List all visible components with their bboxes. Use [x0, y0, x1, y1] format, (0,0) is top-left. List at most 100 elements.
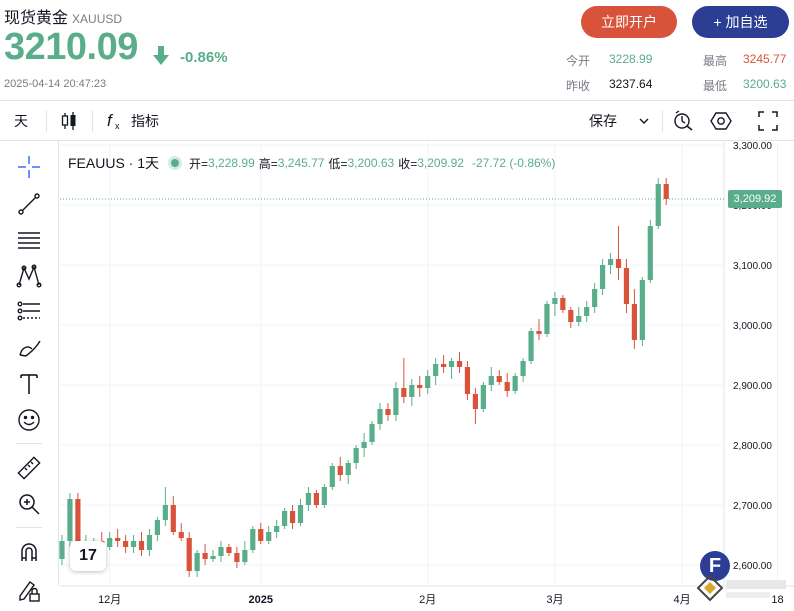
horizontal-lines-icon[interactable]	[14, 225, 44, 255]
legend-low-label: 低=	[328, 156, 348, 171]
candle-body	[504, 382, 510, 391]
ruler-icon[interactable]	[14, 453, 44, 483]
toolbar-separator	[662, 110, 663, 132]
legend-open: 3,228.99	[208, 156, 255, 170]
candle-body	[321, 487, 327, 505]
svg-text:x: x	[115, 121, 120, 131]
candle-body	[313, 493, 319, 505]
candle-body	[146, 535, 153, 550]
legend-symbol: FEAUUS · 1天	[68, 155, 160, 171]
alert-icon[interactable]	[672, 108, 694, 134]
legend-close: 3,209.92	[417, 156, 464, 170]
svg-text:f: f	[107, 111, 114, 130]
low-value: 3200.63	[743, 77, 787, 91]
tools-divider	[58, 141, 59, 586]
candle-body	[234, 553, 240, 562]
lock-pencil-icon[interactable]	[14, 576, 44, 606]
high-label: 最高	[703, 54, 728, 68]
candle-body	[512, 376, 518, 391]
candle-body	[417, 385, 423, 388]
tradingview-logo[interactable]: 17	[70, 541, 106, 571]
trendline-icon[interactable]	[14, 189, 44, 219]
candle-body	[401, 388, 407, 397]
chart-legend: FEAUUS · 1天 开= 3,228.99 高= 3,245.77 低= 3,20…	[68, 153, 559, 173]
candle-body	[59, 541, 65, 559]
candle-body	[560, 298, 566, 310]
candle-body	[67, 499, 73, 541]
candle-body	[425, 376, 431, 388]
x-axis: 12月 2025 2月 3月 4月 18	[98, 594, 784, 606]
prev-close-label: 昨收	[566, 79, 591, 93]
candle-body	[345, 463, 351, 475]
candle-body	[377, 409, 383, 424]
candle-body	[162, 505, 168, 520]
interval-button[interactable]: 天	[14, 113, 28, 129]
prev-close-value: 3237.64	[609, 77, 653, 91]
y-tick-label: 2,900.00	[733, 381, 772, 392]
add-watchlist-button[interactable]: + 加自选	[692, 6, 789, 38]
pattern-icon[interactable]	[14, 261, 44, 291]
chevron-down-icon[interactable]	[637, 108, 651, 134]
y-tick-label: 3,300.00	[733, 141, 772, 152]
f-badge-icon[interactable]: F	[700, 551, 730, 581]
market-status-dot	[171, 159, 180, 167]
x-tick-label: 2月	[419, 594, 436, 606]
candle-body	[639, 280, 645, 340]
candle-body	[464, 367, 471, 394]
fullscreen-icon[interactable]	[757, 108, 779, 134]
high-value: 3245.77	[743, 52, 787, 66]
legend-change: -27.72 (-0.86%)	[471, 156, 556, 170]
candle-body	[218, 547, 224, 556]
candle-body	[480, 385, 486, 409]
candle-body	[186, 538, 192, 571]
candle-body	[250, 529, 256, 550]
candle-body	[623, 268, 630, 304]
header-divider	[0, 100, 794, 101]
crosshair-icon[interactable]	[14, 152, 44, 182]
candle-body	[472, 394, 478, 409]
candle-body	[194, 553, 200, 571]
change-percent: -0.86%	[180, 49, 228, 66]
candle-body	[592, 289, 598, 307]
candle-body	[655, 184, 661, 226]
settings-icon[interactable]	[710, 108, 732, 134]
candle-body	[520, 361, 526, 376]
candle-body	[178, 532, 184, 538]
legend-high-label: 高=	[258, 156, 278, 171]
candle-body	[353, 448, 359, 463]
y-tick-label: 2,700.00	[733, 501, 772, 512]
candle-body	[282, 511, 288, 526]
candle-body	[615, 259, 622, 268]
emoji-icon[interactable]	[14, 405, 44, 435]
down-arrow-icon	[153, 46, 169, 65]
tools-separator	[16, 443, 42, 444]
open-account-button[interactable]: 立即开户	[581, 6, 677, 38]
magnet-icon[interactable]	[14, 537, 44, 567]
candle-body	[210, 556, 216, 559]
candle-body	[631, 304, 637, 340]
zoom-icon[interactable]	[14, 489, 44, 519]
candle-body	[154, 520, 160, 535]
candle-body	[289, 511, 296, 523]
toolbar-separator	[46, 110, 47, 132]
y-tick-label: 3,000.00	[733, 321, 772, 332]
text-icon[interactable]	[14, 369, 44, 399]
candle-body	[266, 532, 272, 541]
candle-body	[369, 424, 375, 442]
candle-body	[258, 529, 264, 541]
save-button[interactable]: 保存	[589, 113, 617, 129]
candle-body	[600, 265, 606, 289]
candle-body	[305, 493, 312, 505]
candle-body	[107, 538, 113, 547]
candle-body	[448, 361, 455, 367]
candle-body	[409, 385, 415, 397]
watermark-logo-icon	[696, 574, 786, 602]
candlestick-icon[interactable]	[58, 108, 80, 134]
legend-high: 3,245.77	[277, 156, 325, 170]
fib-icon[interactable]	[14, 297, 44, 327]
brush-icon[interactable]	[14, 333, 44, 363]
candles	[59, 178, 669, 577]
candle-body	[536, 331, 542, 334]
